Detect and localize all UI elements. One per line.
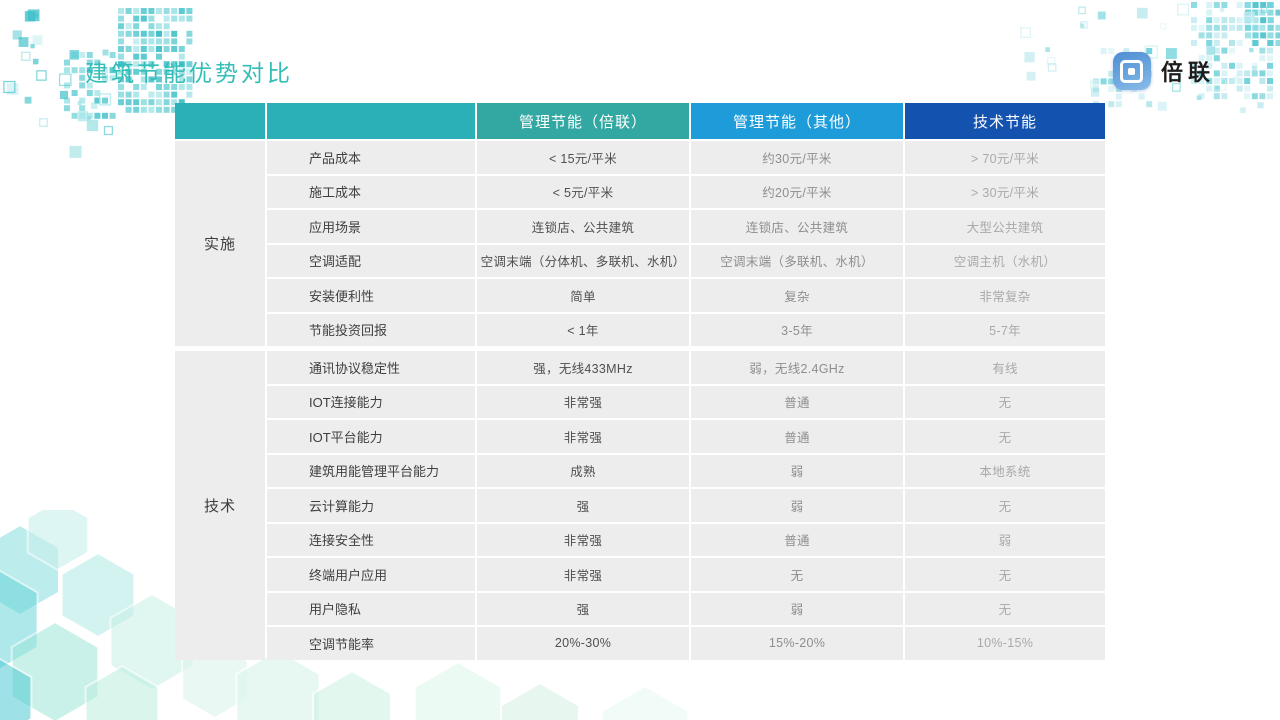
group-label-cell: 技术 [175, 351, 265, 660]
value-cell-beilian: 成熟 [477, 454, 689, 487]
value-cell-tech: 5-7年 [905, 313, 1105, 346]
value-cell-other: 约30元/平米 [691, 141, 903, 174]
table-row: 产品成本 < 15元/平米 约30元/平米 > 70元/平米 [267, 141, 1105, 174]
table-row: IOT连接能力 非常强 普通无 [267, 385, 1105, 418]
value-cell-beilian: 连锁店、公共建筑 [477, 210, 689, 243]
table-group-section: 技术 通讯协议稳定性 强，无线433MHz 弱，无线2.4GHz 有线 IOT连接能力 非常… [175, 351, 1105, 660]
row-label-cell: 云计算能力 [267, 489, 475, 522]
row-label-cell: 建筑用能管理平台能力 [267, 454, 475, 487]
value-cell-beilian: 强 [477, 592, 689, 625]
value-cell-other: 空调末端（多联机、水机） [691, 244, 903, 277]
value-cell-tech: 大型公共建筑 [905, 210, 1105, 243]
value-cell-tech: > 30元/平米 [905, 175, 1105, 208]
table-group-rows: 产品成本 < 15元/平米 约30元/平米 > 70元/平米 施工成本 < 5元/平米 约2… [267, 141, 1105, 346]
table-row: 通讯协议稳定性 强，无线433MHz 弱，无线2.4GHz 有线 [267, 351, 1105, 384]
value-cell-other: 3-5年 [691, 313, 903, 346]
logo-text: 倍联 [1160, 60, 1215, 85]
table-row: 建筑用能管理平台能力 成熟弱本地系统 [267, 454, 1105, 487]
value-cell-tech: 非常复杂 [905, 279, 1105, 312]
table-group-rows: 通讯协议稳定性 强，无线433MHz 弱，无线2.4GHz 有线 IOT连接能力 非常强普… [267, 351, 1105, 660]
value-cell-beilian: < 1年 [477, 313, 689, 346]
value-cell-beilian: 强 [477, 489, 689, 522]
table-group-section: 实施 产品成本 < 15元/平米 约30元/平米 > 70元/平米 施工成本 < 5元/平米… [175, 141, 1105, 346]
group-label-cell: 实施 [175, 141, 265, 346]
value-cell-tech: 本地系统 [905, 454, 1105, 487]
value-cell-other: 15%-20% [691, 627, 903, 660]
value-cell-other: 弱 [691, 592, 903, 625]
value-cell-tech: 弱 [905, 523, 1105, 556]
value-cell-beilian: 强，无线433MHz [477, 351, 689, 384]
row-label-cell: 终端用户应用 [267, 558, 475, 591]
value-cell-other: 连锁店、公共建筑 [691, 210, 903, 243]
value-cell-beilian: < 15元/平米 [477, 141, 689, 174]
row-label-cell: 应用场景 [267, 210, 475, 243]
table-row: 云计算能力强弱无 [267, 489, 1105, 522]
page-title: 建筑节能优势对比 [85, 60, 293, 86]
row-label-cell: 安装便利性 [267, 279, 475, 312]
value-cell-tech: 空调主机（水机） [905, 244, 1105, 277]
table-row: 用户隐私强弱无 [267, 592, 1105, 625]
row-label-cell: 空调节能率 [267, 627, 475, 660]
value-cell-other: 弱 [691, 454, 903, 487]
value-cell-other: 弱，无线2.4GHz [691, 351, 903, 384]
table-row: 空调适配 空调末端（分体机、多联机、水机） 空调末端（多联机、水机） 空调主机（水机） [267, 244, 1105, 277]
value-cell-other: 普通 [691, 385, 903, 418]
value-cell-beilian: 非常强 [477, 385, 689, 418]
value-cell-beilian: 非常强 [477, 523, 689, 556]
table-row: 节能投资回报 < 1年 3-5年 5-7年 [267, 313, 1105, 346]
value-cell-other: 普通 [691, 523, 903, 556]
value-cell-tech: 10%-15% [905, 627, 1105, 660]
value-cell-tech: 无 [905, 592, 1105, 625]
value-cell-tech: 无 [905, 385, 1105, 418]
logo-ring-shape [1120, 59, 1144, 83]
row-label-cell: 节能投资回报 [267, 313, 475, 346]
value-cell-other: 复杂 [691, 279, 903, 312]
value-cell-beilian: 非常强 [477, 558, 689, 591]
row-label-cell: IOT连接能力 [267, 385, 475, 418]
row-label-cell: 用户隐私 [267, 592, 475, 625]
value-cell-other: 弱 [691, 489, 903, 522]
header-cell-tech: 技术节能 [905, 103, 1105, 139]
header-cell-empty-group [175, 103, 265, 139]
value-cell-beilian: 空调末端（分体机、多联机、水机） [477, 244, 689, 277]
table-header-row: 管理节能（倍联） 管理节能（其他） 技术节能 [175, 103, 1105, 139]
value-cell-other: 约20元/平米 [691, 175, 903, 208]
table-row: 应用场景 连锁店、公共建筑 连锁店、公共建筑 大型公共建筑 [267, 210, 1105, 243]
table-row: IOT平台能力 非常强 普通无 [267, 420, 1105, 453]
beilian-logo: 倍联 [1112, 52, 1215, 90]
value-cell-other: 无 [691, 558, 903, 591]
table-row: 终端用户应用 非常强无无 [267, 558, 1105, 591]
table-row: 空调节能率 20%-30% 15%-20% 10%-15% [267, 627, 1105, 660]
value-cell-other: 普通 [691, 420, 903, 453]
row-label-cell: 连接安全性 [267, 523, 475, 556]
row-label-cell: 施工成本 [267, 175, 475, 208]
logo-dot-shape [1128, 67, 1136, 75]
beilian-app-icon [1112, 52, 1151, 90]
value-cell-tech: 无 [905, 558, 1105, 591]
value-cell-tech: > 70元/平米 [905, 141, 1105, 174]
header-cell-empty-label [267, 103, 475, 139]
table-body: 实施 产品成本 < 15元/平米 约30元/平米 > 70元/平米 施工成本 < 5元/平米… [175, 141, 1105, 660]
value-cell-beilian: 简单 [477, 279, 689, 312]
row-label-cell: 空调适配 [267, 244, 475, 277]
row-label-cell: IOT平台能力 [267, 420, 475, 453]
value-cell-beilian: 20%-30% [477, 627, 689, 660]
value-cell-tech: 无 [905, 489, 1105, 522]
value-cell-tech: 无 [905, 420, 1105, 453]
table-row: 安装便利性 简单 复杂 非常复杂 [267, 279, 1105, 312]
table-row: 连接安全性 非常强 普通弱 [267, 523, 1105, 556]
row-label-cell: 通讯协议稳定性 [267, 351, 475, 384]
value-cell-tech: 有线 [905, 351, 1105, 384]
value-cell-beilian: < 5元/平米 [477, 175, 689, 208]
header-cell-beilian: 管理节能（倍联） [477, 103, 689, 139]
table-row: 施工成本 < 5元/平米 约20元/平米 > 30元/平米 [267, 175, 1105, 208]
comparison-table: 管理节能（倍联） 管理节能（其他） 技术节能 实施 产品成本 < 15元/平米 约30… [175, 103, 1105, 660]
header-cell-other: 管理节能（其他） [691, 103, 903, 139]
value-cell-beilian: 非常强 [477, 420, 689, 453]
row-label-cell: 产品成本 [267, 141, 475, 174]
